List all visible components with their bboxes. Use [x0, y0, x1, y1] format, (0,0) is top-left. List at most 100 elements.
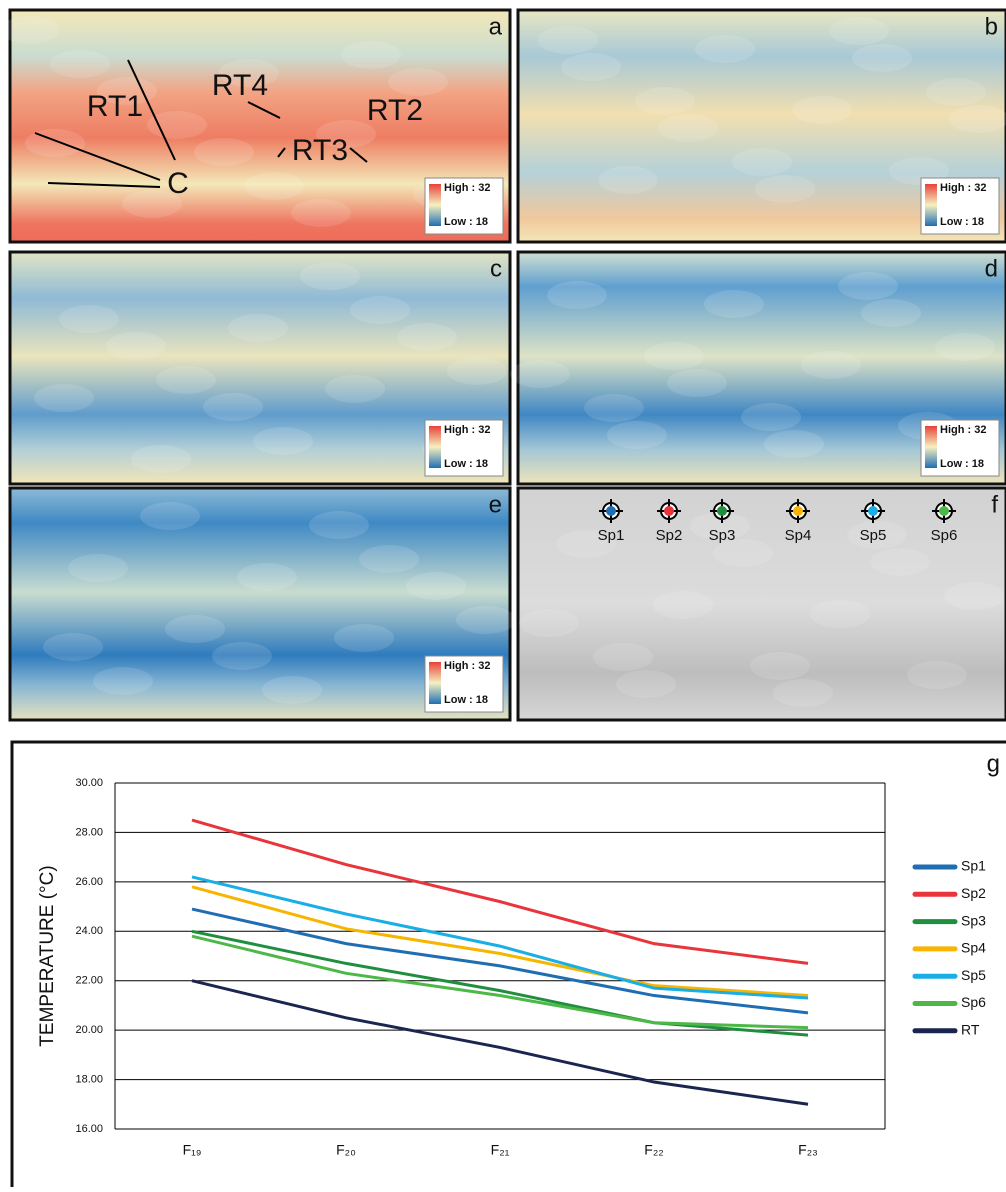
- texture-blob: [644, 342, 704, 370]
- texture-blob: [944, 582, 1004, 610]
- annotation-line: [127, 59, 176, 161]
- texture-blob: [755, 175, 815, 203]
- texture-blob: [291, 199, 351, 227]
- texture-blob: [658, 114, 718, 142]
- texture-blob: [262, 676, 322, 704]
- texture-blob: [93, 667, 153, 695]
- legend-ramp: [925, 426, 937, 468]
- texture-blob: [165, 615, 225, 643]
- legend-ramp: [429, 662, 441, 704]
- legend-low: Low : 18: [444, 216, 488, 228]
- annotation-line: [247, 101, 281, 119]
- texture-blob: [750, 652, 810, 680]
- texture-blob: [653, 591, 713, 619]
- y-tick-label: 26.00: [75, 876, 103, 888]
- legend-low: Low : 18: [940, 458, 984, 470]
- texture-blob: [244, 172, 304, 200]
- chart-frame: [10, 740, 1006, 1187]
- legend-low: Low : 18: [940, 216, 984, 228]
- texture-blob: [810, 600, 870, 628]
- texture-blob: [316, 120, 376, 148]
- texture-blob: [122, 190, 182, 218]
- texture-blob: [59, 305, 119, 333]
- legend-high: High : 32: [940, 182, 986, 194]
- x-tick-label: F₂₀: [336, 1142, 356, 1158]
- legend-label: Sp2: [961, 885, 986, 901]
- texture-blob: [147, 111, 207, 139]
- texture-blob: [538, 26, 598, 54]
- legend-label: Sp3: [961, 912, 986, 928]
- texture-blob: [598, 166, 658, 194]
- legend-high: High : 32: [444, 424, 490, 436]
- texture-blob: [732, 148, 792, 176]
- region-label: RT1: [87, 90, 143, 123]
- texture-blob: [350, 296, 410, 324]
- texture-blob: [607, 421, 667, 449]
- texture-blob: [97, 77, 157, 105]
- y-tick-label: 30.00: [75, 777, 103, 789]
- texture-blob: [635, 87, 695, 115]
- texture-blob: [309, 511, 369, 539]
- x-tick-label: F₂₂: [644, 1142, 663, 1158]
- texture-blob: [556, 530, 616, 558]
- annotation-line: [349, 147, 368, 163]
- x-tick-label: F₂₃: [798, 1142, 818, 1158]
- spot-label: Sp6: [931, 527, 958, 544]
- texture-blob: [388, 68, 448, 96]
- x-tick-label: F₂₁: [491, 1142, 510, 1158]
- spot-label: Sp4: [785, 527, 812, 544]
- panel-letter: c: [490, 255, 502, 282]
- texture-blob: [219, 59, 279, 87]
- texture-blob: [359, 545, 419, 573]
- texture-blob: [106, 332, 166, 360]
- texture-blob: [228, 314, 288, 342]
- y-tick-label: 18.00: [75, 1073, 103, 1085]
- legend-label: Sp4: [961, 940, 986, 956]
- legend-ramp: [925, 184, 937, 226]
- y-tick-label: 16.00: [75, 1123, 103, 1135]
- y-tick-label: 22.00: [75, 975, 103, 987]
- thermal-image: [516, 8, 1006, 244]
- texture-blob: [801, 351, 861, 379]
- y-axis-title: TEMPERATURE (°C): [37, 865, 58, 1046]
- texture-blob: [870, 548, 930, 576]
- texture-blob: [456, 606, 516, 634]
- legend-high: High : 32: [444, 660, 490, 672]
- texture-blob: [253, 427, 313, 455]
- texture-blob: [847, 521, 907, 549]
- texture-blob: [212, 642, 272, 670]
- texture-blob: [519, 609, 579, 637]
- texture-blob: [68, 554, 128, 582]
- x-tick-label: F₁₉: [183, 1142, 202, 1158]
- spot-dot: [664, 506, 674, 516]
- legend-ramp: [429, 426, 441, 468]
- region-label: RT4: [212, 69, 268, 102]
- legend-high: High : 32: [444, 182, 490, 194]
- panel-letter: f: [991, 491, 998, 518]
- series-line: [191, 929, 809, 1037]
- texture-blob: [926, 78, 986, 106]
- texture-blob: [695, 35, 755, 63]
- texture-blob: [325, 375, 385, 403]
- texture-blob: [547, 281, 607, 309]
- texture-blob: [852, 44, 912, 72]
- panel-letter: e: [489, 491, 502, 518]
- texture-blob: [0, 16, 60, 44]
- panel-letter: b: [985, 13, 998, 40]
- annotation-line: [277, 147, 286, 158]
- texture-blob: [741, 403, 801, 431]
- series-line: [191, 907, 809, 1015]
- texture-blob: [334, 624, 394, 652]
- region-label: C: [167, 167, 189, 200]
- spot-dot: [606, 506, 616, 516]
- legend-label: Sp1: [961, 858, 986, 874]
- texture-blob: [203, 393, 263, 421]
- texture-blob: [935, 333, 995, 361]
- texture-blob: [907, 661, 967, 689]
- texture-blob: [861, 299, 921, 327]
- texture-blob: [561, 53, 621, 81]
- texture-blob: [773, 679, 833, 707]
- region-label: RT2: [367, 94, 423, 127]
- spot-label: Sp2: [656, 527, 683, 544]
